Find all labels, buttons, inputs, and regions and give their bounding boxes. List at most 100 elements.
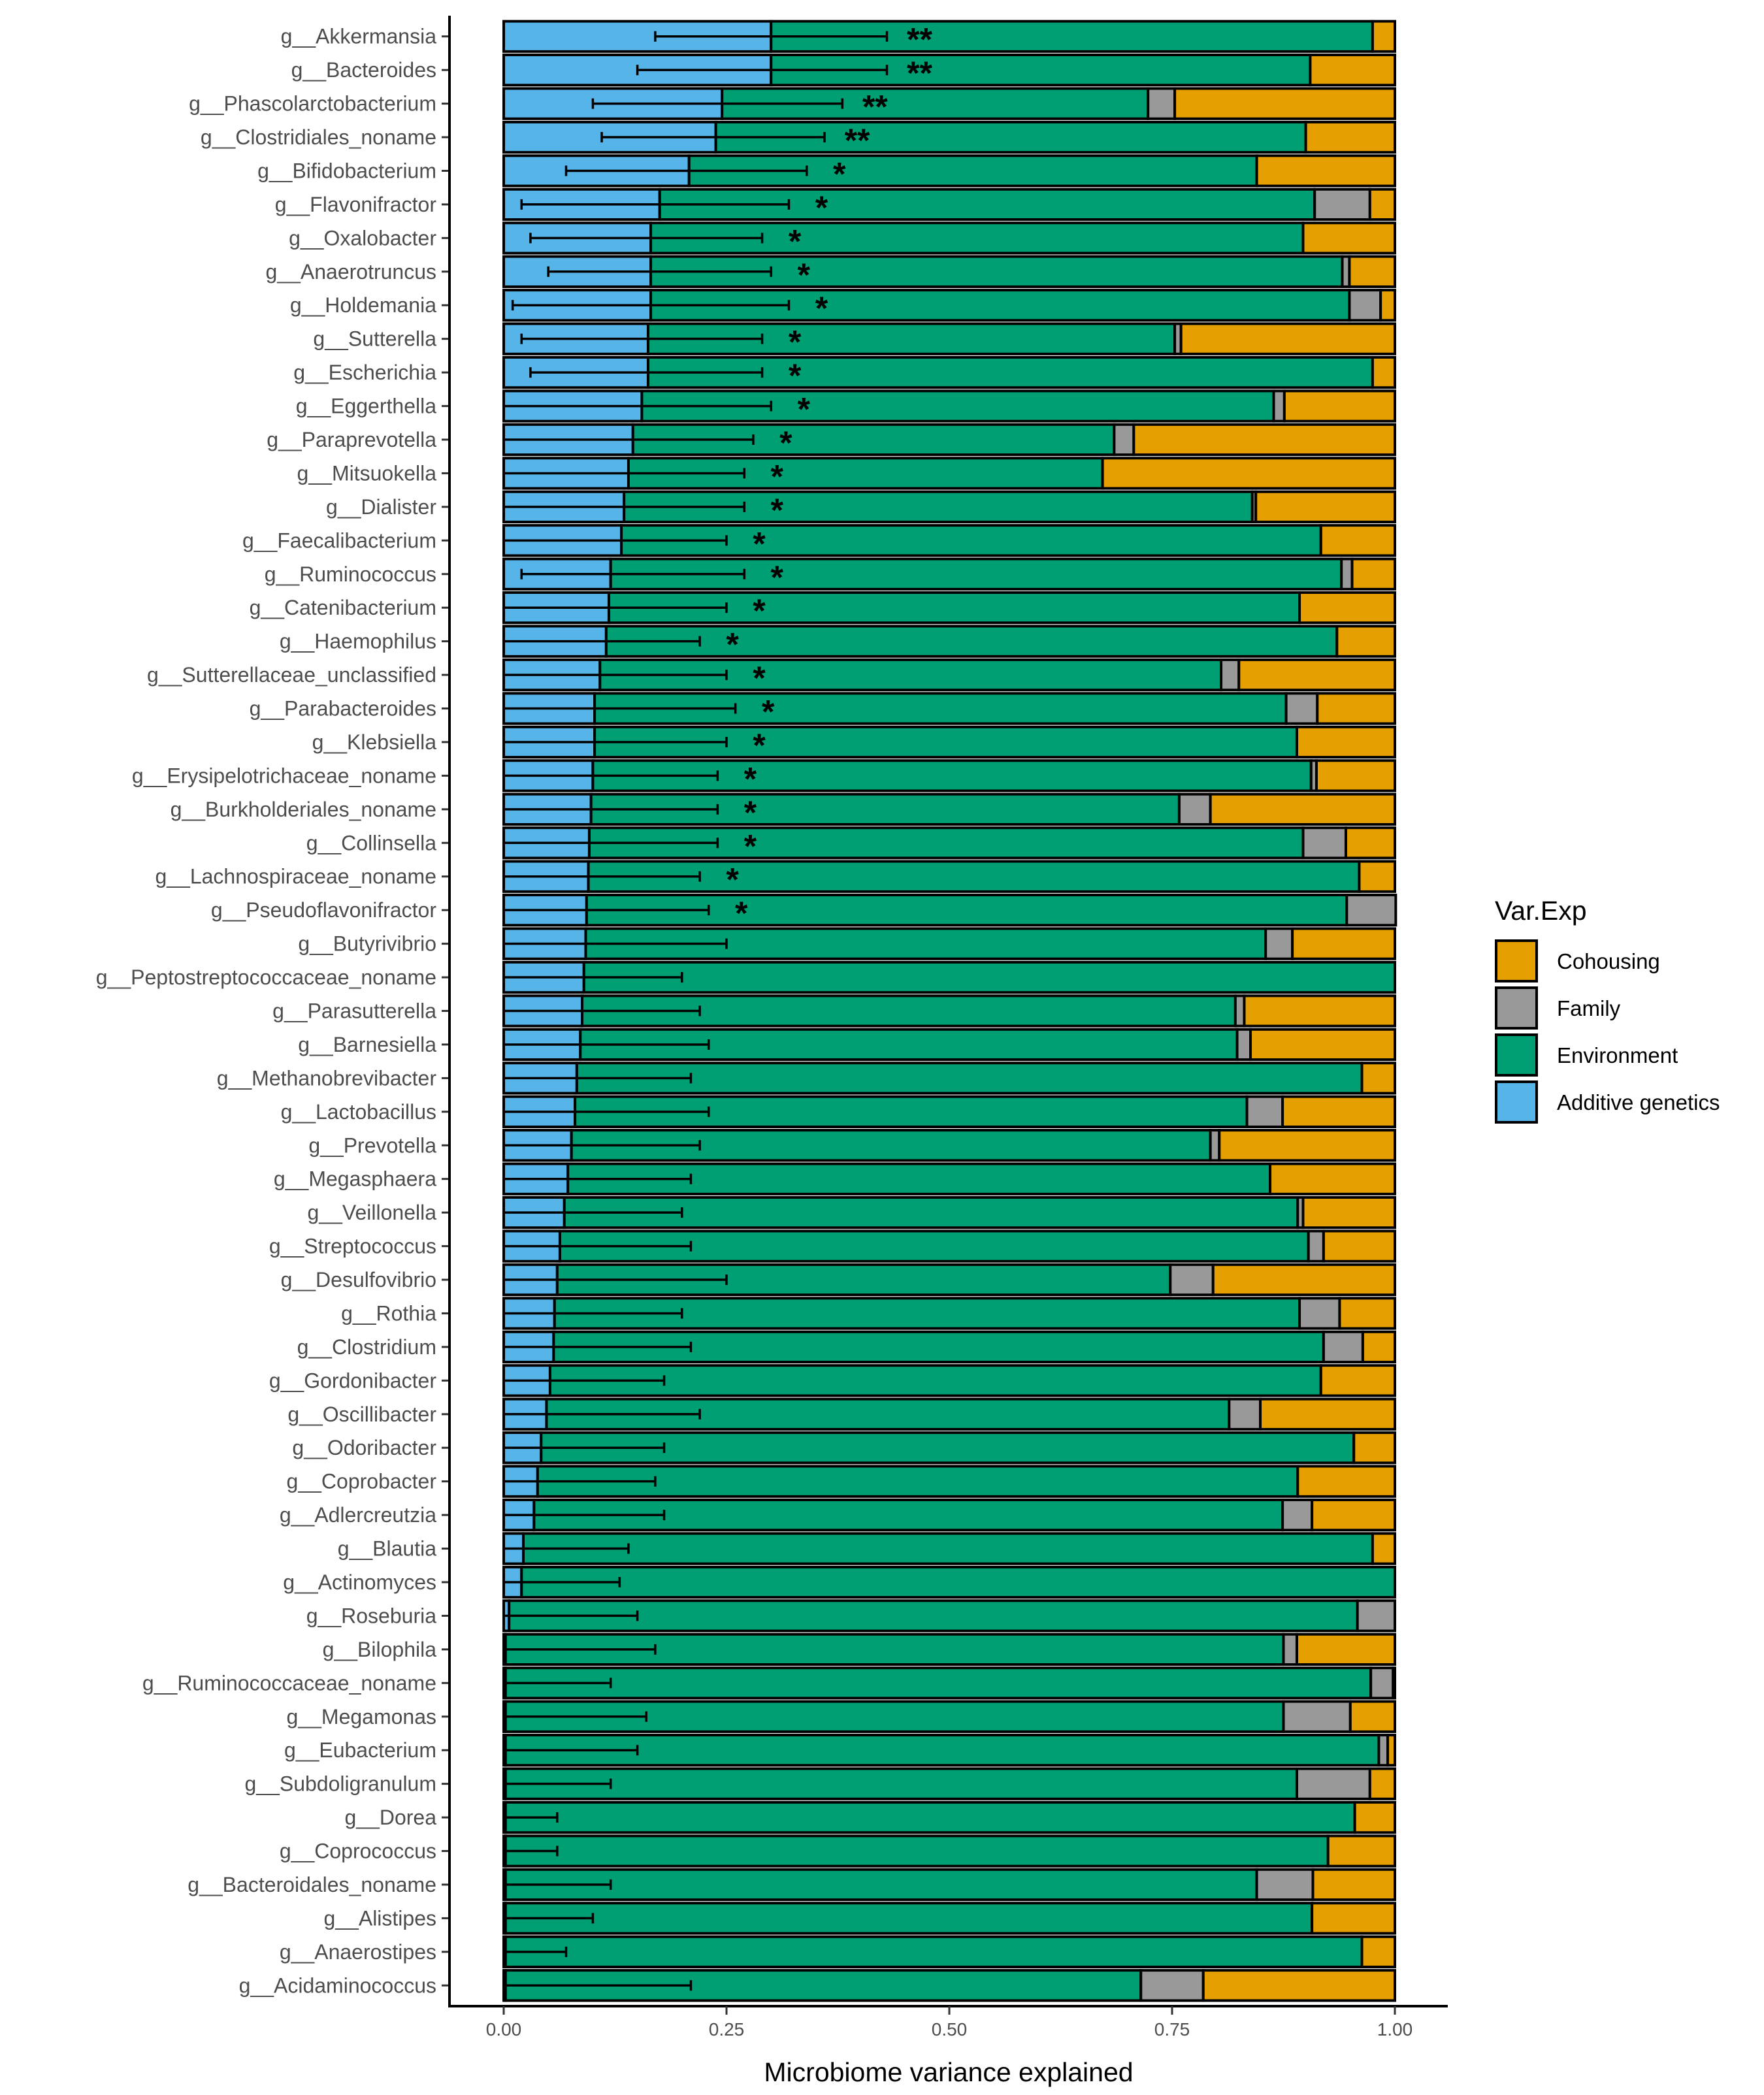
bar-segment-environment [548, 1364, 1322, 1397]
y-tick-label: g__Megamonas [287, 1705, 436, 1729]
y-tick-label: g__Flavonifractor [275, 193, 437, 216]
bar-segment-family [1139, 1969, 1205, 2002]
bar-segment-environment [504, 1902, 1314, 1935]
bar-segment-environment [604, 625, 1339, 658]
x-tick-label: 0.75 [1154, 2019, 1190, 2039]
significance-label: * [789, 357, 802, 394]
bar-segment-cohousing [1249, 1028, 1396, 1062]
y-tick-label: g__Dorea [344, 1806, 436, 1829]
bar-segment-family [1209, 1129, 1221, 1162]
bar-segment-cohousing [1322, 1229, 1397, 1263]
y-tick-label: g__Paraprevotella [267, 428, 436, 451]
bar-segment-cohousing [1291, 927, 1397, 960]
legend-swatch-family [1495, 986, 1538, 1030]
y-tick-label: g__Gordonibacter [269, 1369, 437, 1392]
bar-segment-family [1147, 87, 1177, 120]
bar-segment-cohousing [1371, 20, 1396, 53]
y-tick-label: g__Bacteroidales_noname [188, 1873, 436, 1896]
y-tick-label: g__Lachnospiraceae_noname [155, 865, 436, 888]
y-tick-label: g__Clostridiales_noname [201, 125, 436, 149]
bar-segment-cohousing [1361, 1330, 1396, 1364]
bar-segment-family [1177, 792, 1212, 826]
bar-segment-cohousing [1132, 423, 1397, 457]
significance-label: * [789, 324, 802, 361]
y-tick-label: g__Actinomyces [283, 1570, 436, 1594]
bar-segment-cohousing [1259, 1397, 1397, 1431]
significance-label: ** [862, 89, 888, 125]
y-tick-label: g__Odoribacter [292, 1436, 436, 1459]
bar-segment-cohousing [1368, 1767, 1397, 1800]
bar-segment-cohousing [1379, 289, 1397, 322]
bar-segment-cohousing [1269, 1162, 1397, 1195]
bar-segment-environment [504, 1767, 1298, 1800]
y-tick-label: g__Clostridium [297, 1335, 436, 1359]
y-tick-label: g__Subdoligranulum [244, 1772, 436, 1796]
significance-label: * [753, 525, 766, 562]
y-tick-label: g__Ruminococcus [265, 562, 436, 586]
bar-segment-family [1228, 1397, 1262, 1431]
y-tick-label: g__Coprobacter [287, 1470, 437, 1493]
bar-segment-family [1369, 1666, 1395, 1700]
y-axis-tick-labels: g__Akkermansia g__Bacteroides g__Phascolar… [96, 25, 449, 1997]
bar-segment-environment [504, 1666, 1373, 1700]
significance-label: * [771, 559, 784, 596]
bar-segment-cohousing [1319, 524, 1396, 557]
bar-segment-cohousing [1335, 625, 1396, 658]
bar-segment-cohousing [1319, 1364, 1396, 1397]
bar-segment-cohousing [1315, 759, 1397, 792]
bar-segment-family [1284, 692, 1319, 725]
bar-segment-cohousing [1348, 255, 1397, 288]
bar-segment-family [1301, 826, 1347, 860]
y-tick-label: g__Phascolarctobacterium [189, 92, 436, 116]
legend-title: Var.Exp [1495, 896, 1587, 926]
y-tick-label: g__Blautia [338, 1537, 436, 1561]
y-tick-label: g__Sutterellaceae_unclassified [147, 663, 436, 687]
bar-segment-family [1264, 927, 1294, 960]
y-tick-label: g__Barnesiella [298, 1033, 436, 1056]
significance-label: * [726, 862, 739, 898]
bar-segment-cohousing [1311, 1902, 1396, 1935]
bar-segment-cohousing [1301, 221, 1397, 255]
bar-segment-environment [504, 1800, 1356, 1834]
significance-label: * [797, 257, 810, 293]
bar-segment-cohousing [1358, 860, 1396, 893]
bar-segment-cohousing [1101, 457, 1397, 490]
bar-segment-cohousing [1237, 658, 1397, 692]
significance-label: * [753, 660, 766, 696]
y-tick-label: g__Lactobacillus [281, 1100, 436, 1124]
legend: Var.Exp Cohousing Family Environment Additi… [1495, 896, 1720, 1124]
y-tick-label: g__Akkermansia [281, 25, 437, 48]
y-tick-label: g__Bifidobacterium [257, 159, 436, 182]
bar-segment-family [1169, 1263, 1215, 1297]
y-tick-label: g__Catenibacterium [250, 596, 436, 619]
significance-label: * [735, 895, 748, 932]
bar-segment-environment [504, 1868, 1258, 1902]
bar-segment-cohousing [1371, 1532, 1396, 1565]
y-tick-label: g__Oxalobacter [289, 226, 436, 250]
bar-segment-cohousing [1254, 490, 1396, 524]
bar-segment-family [1235, 1028, 1252, 1062]
x-tick-label: 0.25 [709, 2019, 745, 2039]
bar-segment-cohousing [1295, 1632, 1396, 1666]
significance-label: * [815, 189, 828, 226]
significance-label: * [815, 290, 828, 327]
bar-segment-family [1307, 1229, 1325, 1263]
significance-label: * [753, 727, 766, 764]
bar-segment-family [1340, 557, 1354, 591]
bar-segment-family [1356, 1599, 1396, 1632]
x-tick-label: 0.50 [932, 2019, 968, 2039]
y-tick-label: g__Prevotella [308, 1133, 436, 1157]
bar-segment-environment [520, 1565, 1396, 1599]
legend-label-additive-genetics: Additive genetics [1557, 1090, 1720, 1114]
y-tick-label: g__Acidaminococcus [239, 1973, 436, 1997]
y-tick-label: g__Bacteroides [291, 58, 436, 82]
bar-segment-family [1348, 289, 1382, 322]
bar-segment-family [1255, 1868, 1315, 1902]
significance-label: * [789, 223, 802, 259]
y-tick-label: g__Megasphaera [274, 1167, 436, 1191]
bar-segment-cohousing [1344, 826, 1396, 860]
significance-label: * [779, 425, 792, 461]
y-tick-label: g__Desulfovibrio [281, 1268, 436, 1291]
significance-label: * [753, 593, 766, 629]
significance-label: * [762, 694, 775, 730]
